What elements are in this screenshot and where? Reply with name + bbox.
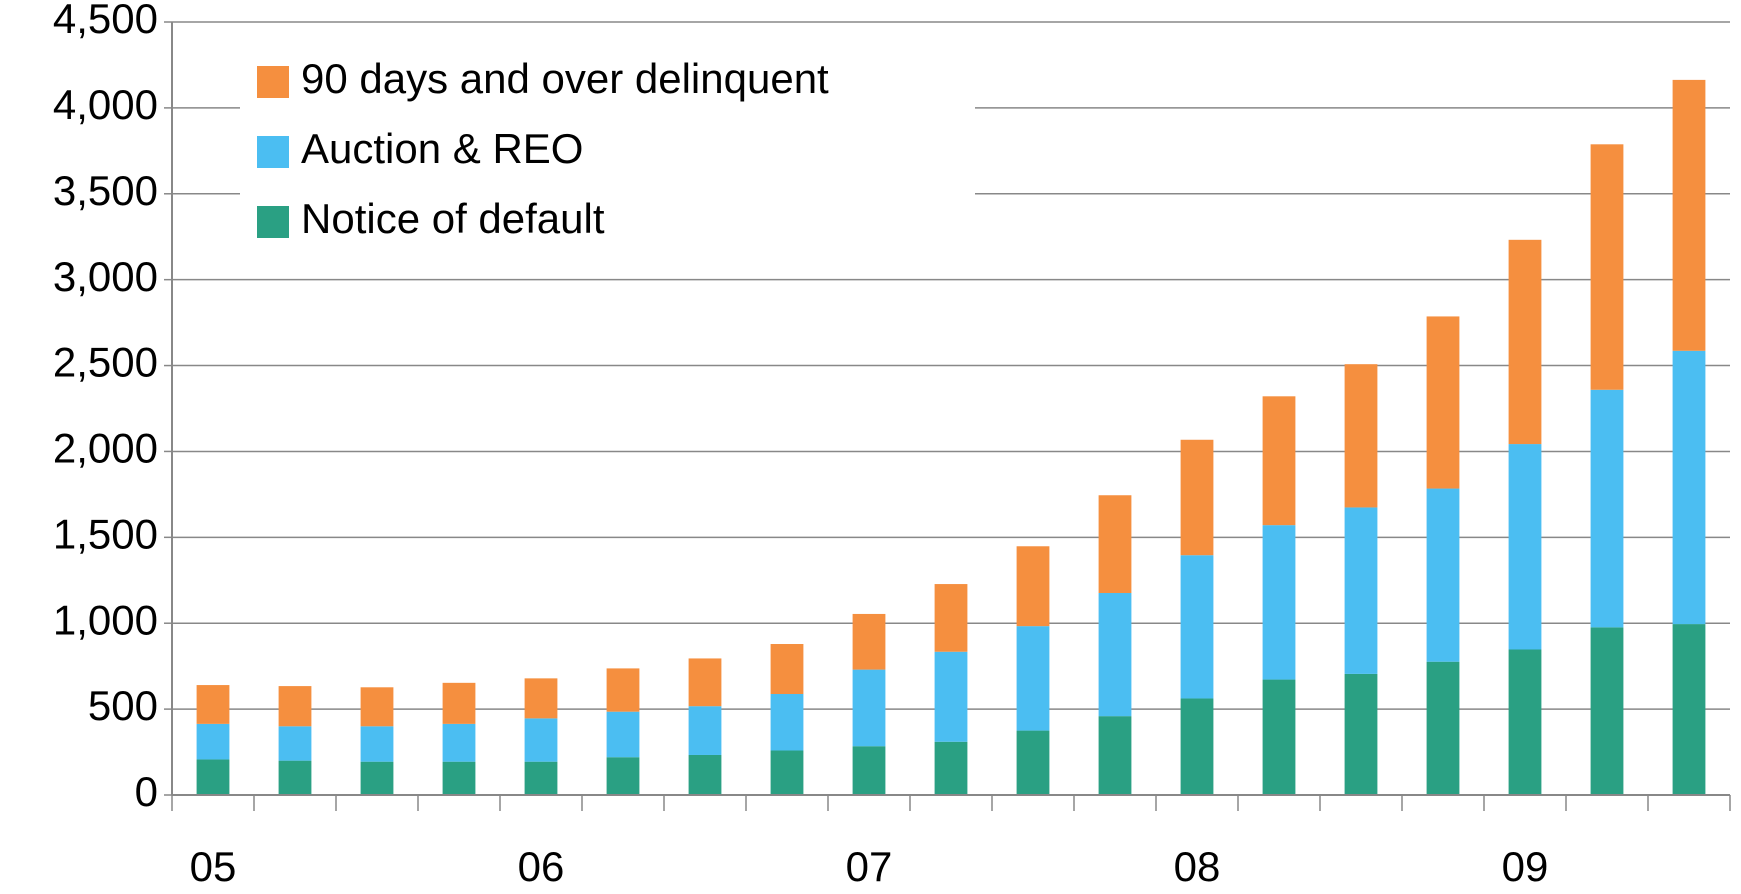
bar-segment: [1180, 439, 1214, 556]
bar-segment: [1098, 592, 1132, 717]
bar-segment: [852, 669, 886, 747]
bar-segment: [1016, 730, 1050, 795]
bar-segment: [1426, 661, 1460, 795]
bar-segment: [196, 759, 230, 795]
x-tick-label: 07: [846, 843, 893, 890]
bar-segment: [934, 584, 968, 652]
y-tick-label: 4,000: [53, 81, 158, 128]
bar-segment: [688, 754, 722, 795]
bar-segment: [1016, 546, 1050, 627]
bar-segment: [196, 685, 230, 724]
bar-segment: [606, 757, 640, 795]
bar-segment: [1590, 144, 1624, 390]
x-tick-label: 06: [518, 843, 565, 890]
bar-segment: [1508, 649, 1542, 795]
bar-segment: [1262, 679, 1296, 795]
legend-label: 90 days and over delinquent: [301, 55, 829, 102]
bar-segment: [442, 761, 476, 795]
y-tick-label: 1,500: [53, 510, 158, 557]
y-tick-label: 3,000: [53, 253, 158, 300]
bar-segment: [606, 711, 640, 758]
bar-segment: [196, 723, 230, 760]
bar-segment: [360, 726, 394, 762]
bar-segment: [1590, 389, 1624, 628]
y-tick-label: 2,000: [53, 425, 158, 472]
bar-segment: [688, 706, 722, 755]
y-tick-label: 0: [135, 768, 158, 815]
legend-swatch: [257, 66, 289, 98]
bar-segment: [1672, 79, 1706, 351]
x-tick-label: 05: [190, 843, 237, 890]
bar-segment: [1672, 624, 1706, 795]
bar-segment: [688, 658, 722, 707]
bar-segment: [1180, 698, 1214, 795]
bar-segment: [524, 678, 558, 719]
bar-segment: [606, 668, 640, 712]
bar-segment: [1344, 507, 1378, 674]
legend-box: [240, 50, 975, 255]
y-tick-label: 500: [88, 682, 158, 729]
bar-segment: [1426, 316, 1460, 489]
bar-segment: [442, 723, 476, 762]
legend-swatch: [257, 136, 289, 168]
bar-segment: [278, 686, 312, 727]
bar-segment: [1098, 495, 1132, 593]
bar-segment: [442, 682, 476, 724]
y-tick-label: 1,000: [53, 596, 158, 643]
y-tick-label: 2,500: [53, 339, 158, 386]
bar-segment: [1016, 626, 1050, 731]
bar-segment: [360, 761, 394, 795]
legend-label: Notice of default: [301, 195, 605, 242]
bar-segment: [1672, 350, 1706, 625]
bar-segment: [1262, 525, 1296, 680]
bar-segment: [278, 726, 312, 761]
y-tick-label: 3,500: [53, 167, 158, 214]
bar-segment: [1508, 444, 1542, 650]
x-tick-label: 09: [1502, 843, 1549, 890]
bar-segment: [1590, 627, 1624, 795]
bar-segment: [934, 741, 968, 795]
legend-swatch: [257, 206, 289, 238]
bar-segment: [1344, 673, 1378, 795]
bar-segment: [1262, 396, 1296, 526]
y-tick-label: 4,500: [53, 0, 158, 42]
legend-label: Auction & REO: [301, 125, 583, 172]
x-tick-label: 08: [1174, 843, 1221, 890]
bar-segment: [770, 644, 804, 694]
bar-segment: [1344, 364, 1378, 508]
bar-segment: [770, 693, 804, 751]
bar-segment: [360, 687, 394, 727]
bar-segment: [1426, 488, 1460, 662]
bar-segment: [524, 718, 558, 762]
bar-segment: [934, 651, 968, 742]
bar-segment: [852, 613, 886, 670]
bar-segment: [1508, 239, 1542, 445]
bar-segment: [852, 746, 886, 795]
bar-segment: [524, 761, 558, 795]
bar-segment: [278, 760, 312, 795]
bar-segment: [1180, 555, 1214, 699]
bar-segment: [1098, 716, 1132, 795]
bar-segment: [770, 750, 804, 795]
